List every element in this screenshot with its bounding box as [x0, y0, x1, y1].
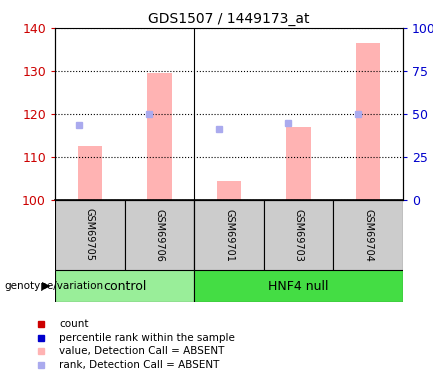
Bar	[356, 43, 380, 200]
Bar	[264, 200, 333, 270]
Text: control: control	[103, 279, 146, 292]
Bar	[55, 200, 125, 270]
Text: GSM69701: GSM69701	[224, 209, 234, 261]
Text: GSM69703: GSM69703	[294, 209, 304, 261]
Bar	[147, 73, 171, 200]
Bar	[194, 270, 403, 302]
Bar	[194, 200, 264, 270]
Text: GSM69704: GSM69704	[363, 209, 373, 261]
Text: genotype/variation: genotype/variation	[4, 281, 103, 291]
Text: GSM69706: GSM69706	[155, 209, 165, 261]
Text: count: count	[59, 319, 89, 329]
Text: GSM69705: GSM69705	[85, 209, 95, 261]
Text: value, Detection Call = ABSENT: value, Detection Call = ABSENT	[59, 346, 224, 356]
Bar	[333, 200, 403, 270]
Bar	[55, 270, 194, 302]
Bar	[125, 200, 194, 270]
Bar	[217, 181, 241, 200]
Text: percentile rank within the sample: percentile rank within the sample	[59, 333, 235, 343]
Text: ▶: ▶	[42, 281, 51, 291]
Bar	[78, 146, 102, 200]
Text: HNF4 null: HNF4 null	[268, 279, 329, 292]
Bar	[286, 127, 311, 200]
Title: GDS1507 / 1449173_at: GDS1507 / 1449173_at	[148, 12, 310, 26]
Text: rank, Detection Call = ABSENT: rank, Detection Call = ABSENT	[59, 360, 220, 370]
